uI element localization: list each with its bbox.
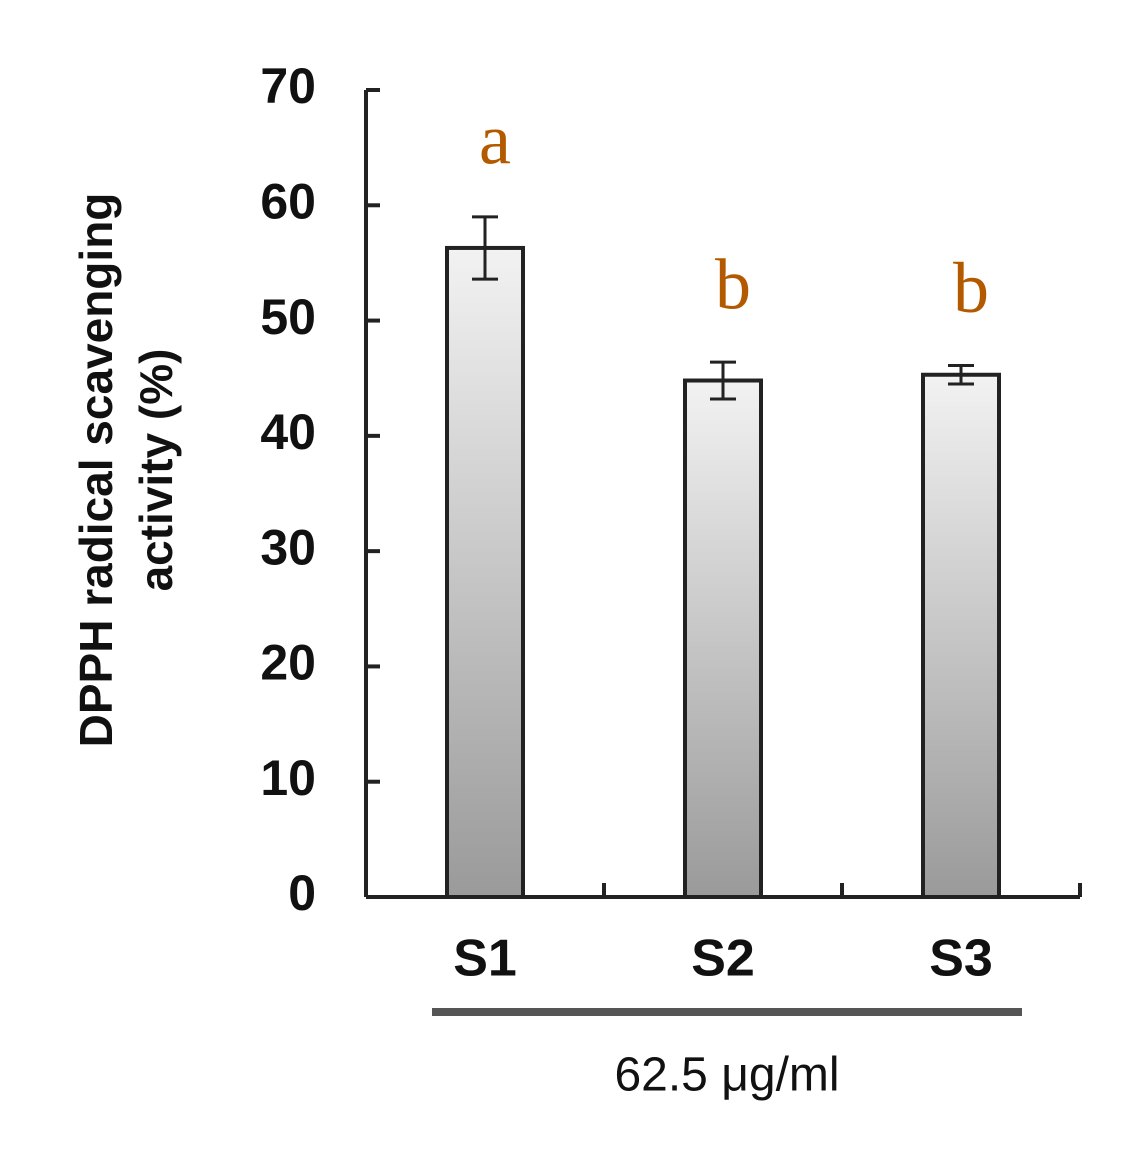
x-tick-label: S2 [691, 930, 755, 988]
bar [683, 378, 763, 899]
y-tick-label: 20 [260, 635, 316, 691]
y-axis-label: activity (%) [130, 349, 182, 592]
y-tick-label: 10 [260, 750, 316, 806]
annotation: a [479, 99, 511, 179]
y-tick-label: 70 [260, 58, 316, 114]
y-tick-label: 30 [260, 519, 316, 575]
x-tick-label: S3 [929, 930, 993, 988]
y-axis-label: DPPH radical scavenging [70, 193, 122, 748]
x-tick-label: S1 [453, 930, 517, 988]
y-tick-label: 60 [260, 173, 316, 229]
annotation: b [715, 245, 751, 325]
bar [445, 245, 525, 900]
y-tick-label: 40 [260, 404, 316, 460]
y-tick-label: 0 [288, 865, 316, 921]
annotation: b [953, 248, 989, 328]
y-tick-label: 50 [260, 289, 316, 345]
bar [921, 372, 1001, 899]
x-axis-label: 62.5 μg/ml [614, 1049, 839, 1102]
